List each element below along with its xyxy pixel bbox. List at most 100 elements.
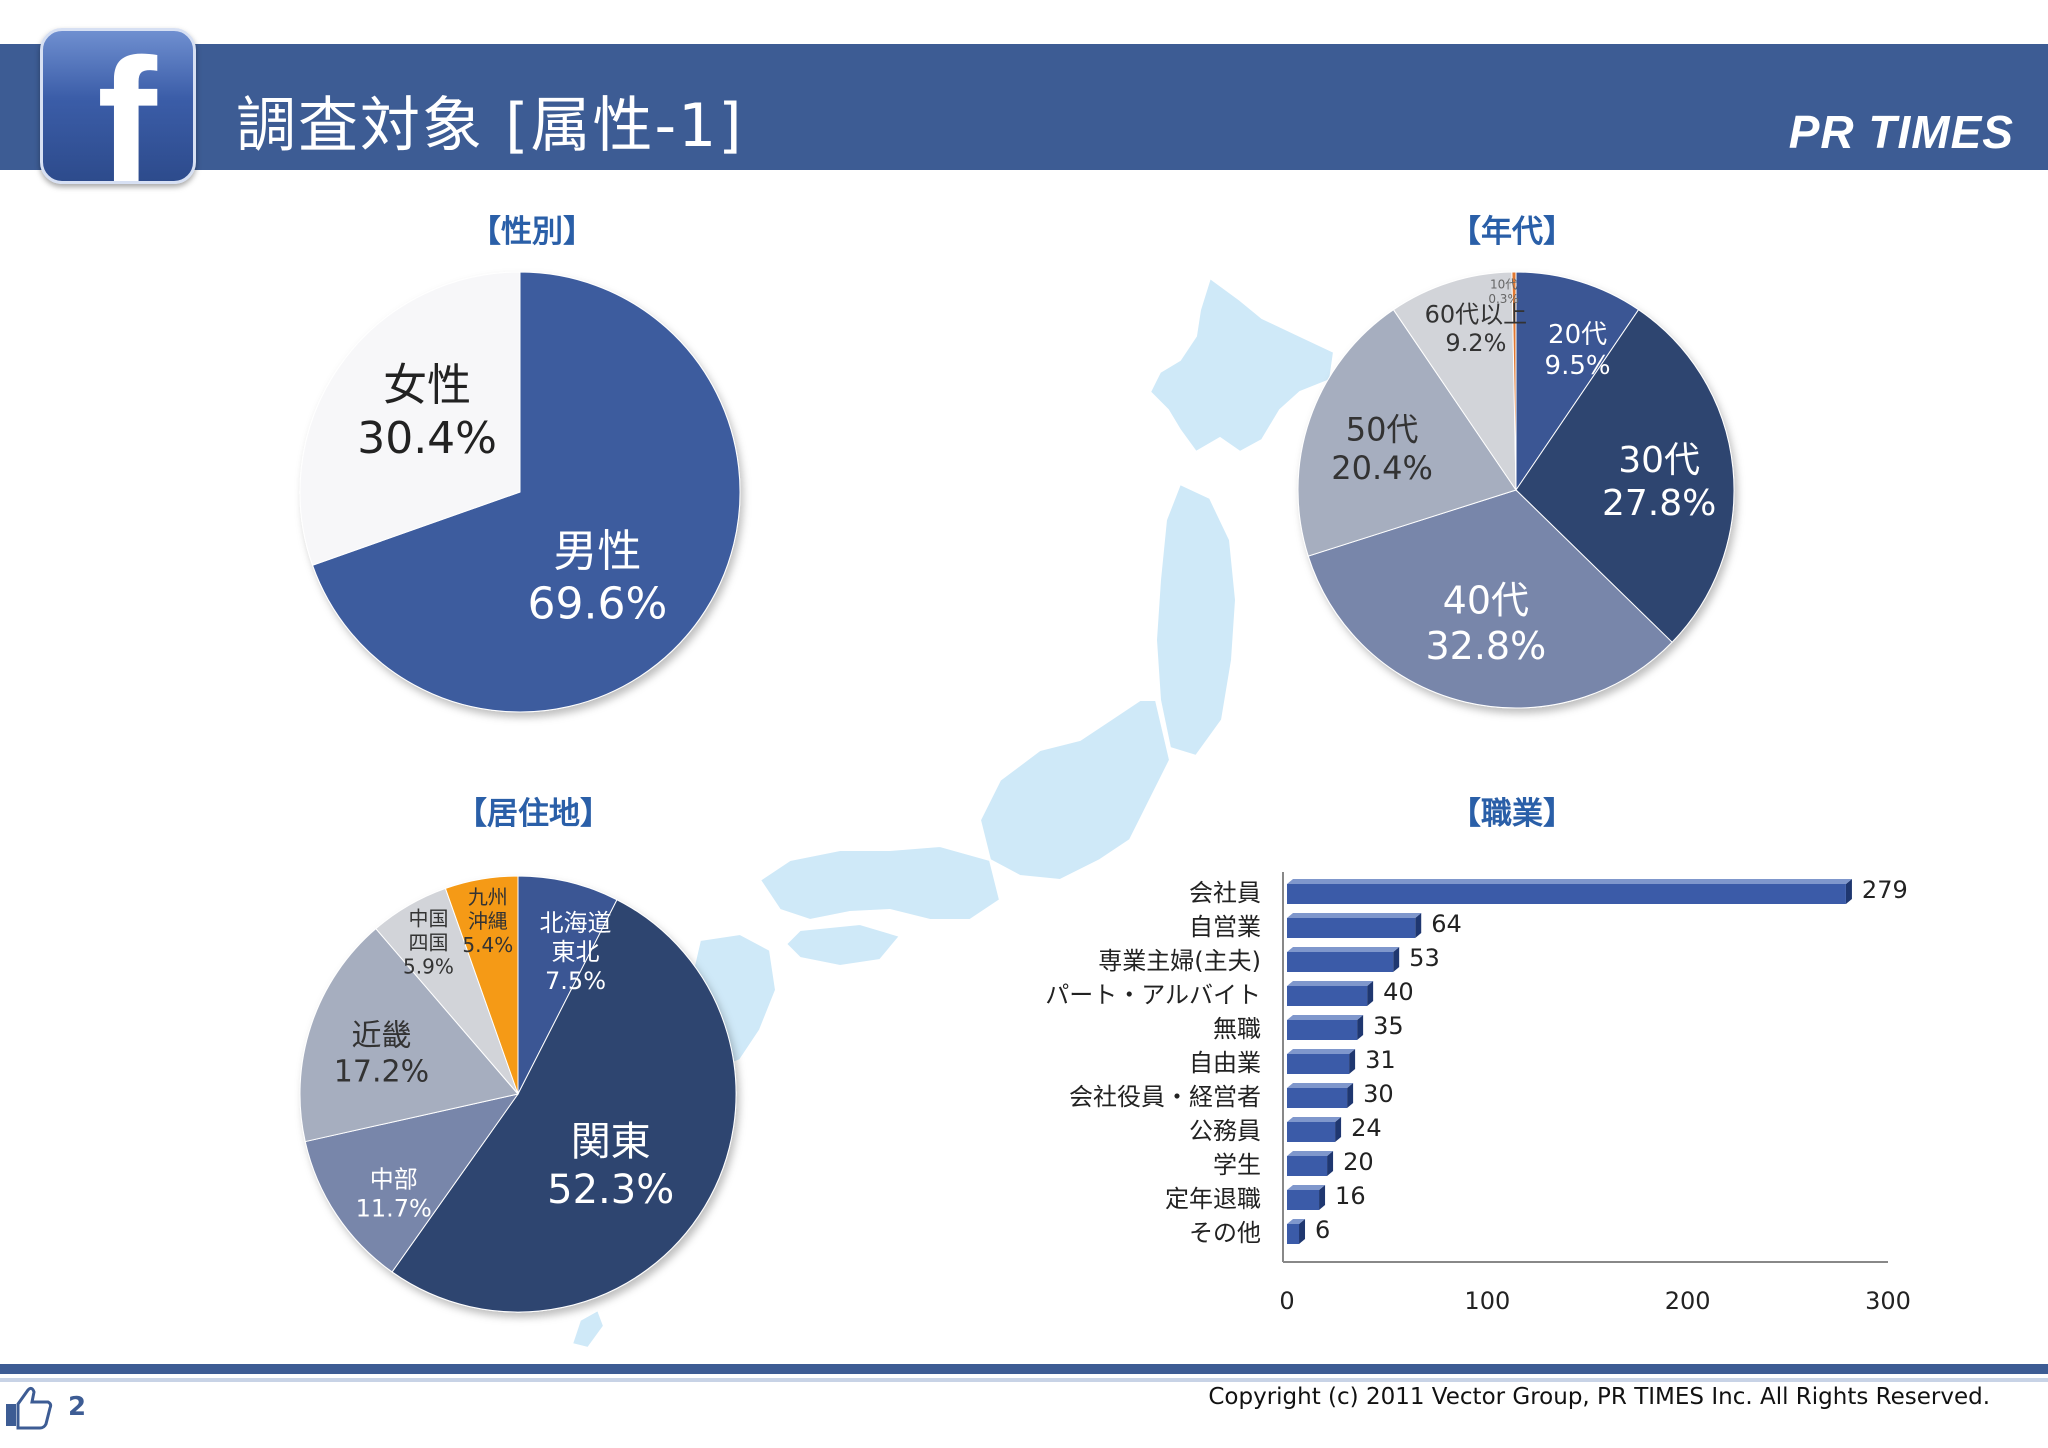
region-label-5: 九州沖縄 5.4% [462, 885, 513, 957]
age-label-1: 30代 27.8% [1602, 440, 1716, 524]
bar-top-8 [1287, 1151, 1334, 1156]
bar-value-label-9: 16 [1335, 1182, 1366, 1210]
bar-0 [1287, 884, 1846, 904]
bar-category-label-8: 学生 [1213, 1151, 1261, 1179]
region-label-4: 中国四国 5.9% [403, 906, 454, 978]
bar-x-tick-3: 300 [1865, 1287, 1911, 1315]
footer-bar [0, 1364, 2048, 1374]
bar-depth-8 [1327, 1151, 1334, 1176]
bar-value-label-4: 35 [1373, 1012, 1404, 1040]
bar-8 [1287, 1156, 1328, 1176]
bar-1 [1287, 918, 1416, 938]
age-slice-3 [1297, 309, 1517, 557]
age-slice-1 [1515, 309, 1735, 643]
bar-top-1 [1287, 913, 1422, 918]
age-slice-2 [1307, 489, 1673, 709]
bar-5 [1287, 1054, 1350, 1074]
gender-pie-chart: 男性 69.6% 女性 30.4% [299, 271, 741, 713]
bar-top-2 [1287, 947, 1400, 952]
bar-x-tick-0: 0 [1279, 1287, 1294, 1315]
bar-x-tick-1: 100 [1464, 1287, 1510, 1315]
age-slice-5 [1511, 271, 1517, 491]
bar-depth-9 [1319, 1185, 1326, 1210]
bar-top-4 [1287, 1015, 1364, 1020]
bar-depth-5 [1349, 1049, 1356, 1074]
bar-2 [1287, 952, 1394, 972]
region-label-1: 関東 52.3% [547, 1119, 674, 1213]
bar-value-label-2: 53 [1409, 944, 1440, 972]
bar-top-3 [1287, 981, 1374, 986]
footer-divider [0, 1378, 2048, 1382]
bar-depth-10 [1299, 1219, 1306, 1244]
age-label-4: 60代以上 9.2% [1425, 300, 1528, 357]
bar-7 [1287, 1122, 1336, 1142]
bar-depth-3 [1367, 981, 1374, 1006]
bar-depth-6 [1347, 1083, 1354, 1108]
bar-value-label-0: 279 [1862, 876, 1908, 904]
region-slice-1 [391, 899, 737, 1313]
bar-depth-1 [1415, 913, 1422, 938]
gender-slice-0 [311, 271, 741, 713]
region-slice-3 [299, 927, 519, 1143]
gender-chart-title: 【性別】 [470, 214, 594, 250]
region-pie-chart: 北海道東北 7.5% 関東 52.3% 中部 11.7% 近畿 17.2% 中国四国 5.9%九州… [299, 875, 737, 1313]
gender-slice-1 [299, 271, 521, 566]
bar-category-label-5: 自由業 [1189, 1049, 1261, 1077]
age-label-2: 40代 32.8% [1426, 578, 1547, 668]
region-slice-2 [304, 1093, 520, 1273]
age-pie-chart: 20代 9.5% 30代 27.8% 40代 32.8% 50代 20.4% 60代以上 9.2%… [1297, 271, 1735, 709]
bar-6 [1287, 1088, 1348, 1108]
region-label-0: 北海道東北 7.5% [540, 909, 612, 995]
bar-value-label-7: 24 [1351, 1114, 1382, 1142]
age-label-5: 10代 0.3% [1488, 278, 1519, 306]
bar-depth-0 [1845, 879, 1852, 904]
bar-top-10 [1287, 1219, 1306, 1224]
bar-value-label-3: 40 [1383, 978, 1414, 1006]
bar-value-label-8: 20 [1343, 1148, 1374, 1176]
thumbs-up-icon [6, 1386, 53, 1430]
bar-3 [1287, 986, 1368, 1006]
region-label-2: 中部 11.7% [356, 1165, 432, 1222]
bar-category-label-4: 無職 [1213, 1015, 1261, 1043]
page-title: 調査対象 [属性-1] [236, 91, 744, 161]
bar-value-label-6: 30 [1363, 1080, 1394, 1108]
age-label-0: 20代 9.5% [1545, 320, 1611, 381]
bar-value-label-10: 6 [1315, 1216, 1330, 1244]
bar-category-label-10: その他 [1189, 1219, 1261, 1247]
bar-value-label-5: 31 [1365, 1046, 1396, 1074]
gender-label-0: 男性 69.6% [528, 526, 668, 630]
age-slice-0 [1515, 271, 1640, 492]
bar-top-0 [1287, 879, 1852, 884]
age-label-3: 50代 20.4% [1331, 410, 1433, 486]
bar-category-label-7: 公務員 [1189, 1117, 1261, 1145]
bar-x-tick-2: 200 [1665, 1287, 1711, 1315]
bar-top-5 [1287, 1049, 1356, 1054]
bar-top-9 [1287, 1185, 1326, 1190]
bar-category-label-0: 会社員 [1189, 879, 1261, 907]
bar-category-label-2: 専業主婦(主夫) [1098, 947, 1261, 975]
occupation-bar-chart: 会社員 279 自営業 64 専業主婦(主夫) 53 パート・アルバイト 40 無職 35 自由業 3… [1045, 872, 1911, 1315]
facebook-logo-icon: f [40, 28, 196, 184]
header-bar [0, 44, 2048, 170]
occupation-chart-title: 【職業】 [1450, 796, 1574, 832]
logo-letter: f [97, 28, 157, 184]
bar-category-label-6: 会社役員・経営者 [1069, 1083, 1261, 1111]
bar-4 [1287, 1020, 1358, 1040]
bar-category-label-9: 定年退職 [1165, 1185, 1261, 1213]
region-slice-0 [517, 875, 618, 1095]
region-label-3: 近畿 17.2% [334, 1019, 429, 1090]
brand-logo: PR TIMES [1788, 106, 2014, 158]
age-chart-title: 【年代】 [1450, 214, 1574, 250]
bar-category-label-1: 自営業 [1189, 913, 1261, 941]
age-slice-4 [1392, 271, 1517, 492]
bar-value-label-1: 64 [1431, 910, 1462, 938]
gender-label-1: 女性 30.4% [357, 360, 497, 464]
bar-10 [1287, 1224, 1300, 1244]
bar-top-6 [1287, 1083, 1354, 1088]
bar-9 [1287, 1190, 1320, 1210]
bar-depth-2 [1393, 947, 1400, 972]
page-number: 2 [68, 1392, 87, 1422]
japan-map-illustration [570, 276, 1336, 1350]
bar-category-label-3: パート・アルバイト [1045, 981, 1261, 1009]
